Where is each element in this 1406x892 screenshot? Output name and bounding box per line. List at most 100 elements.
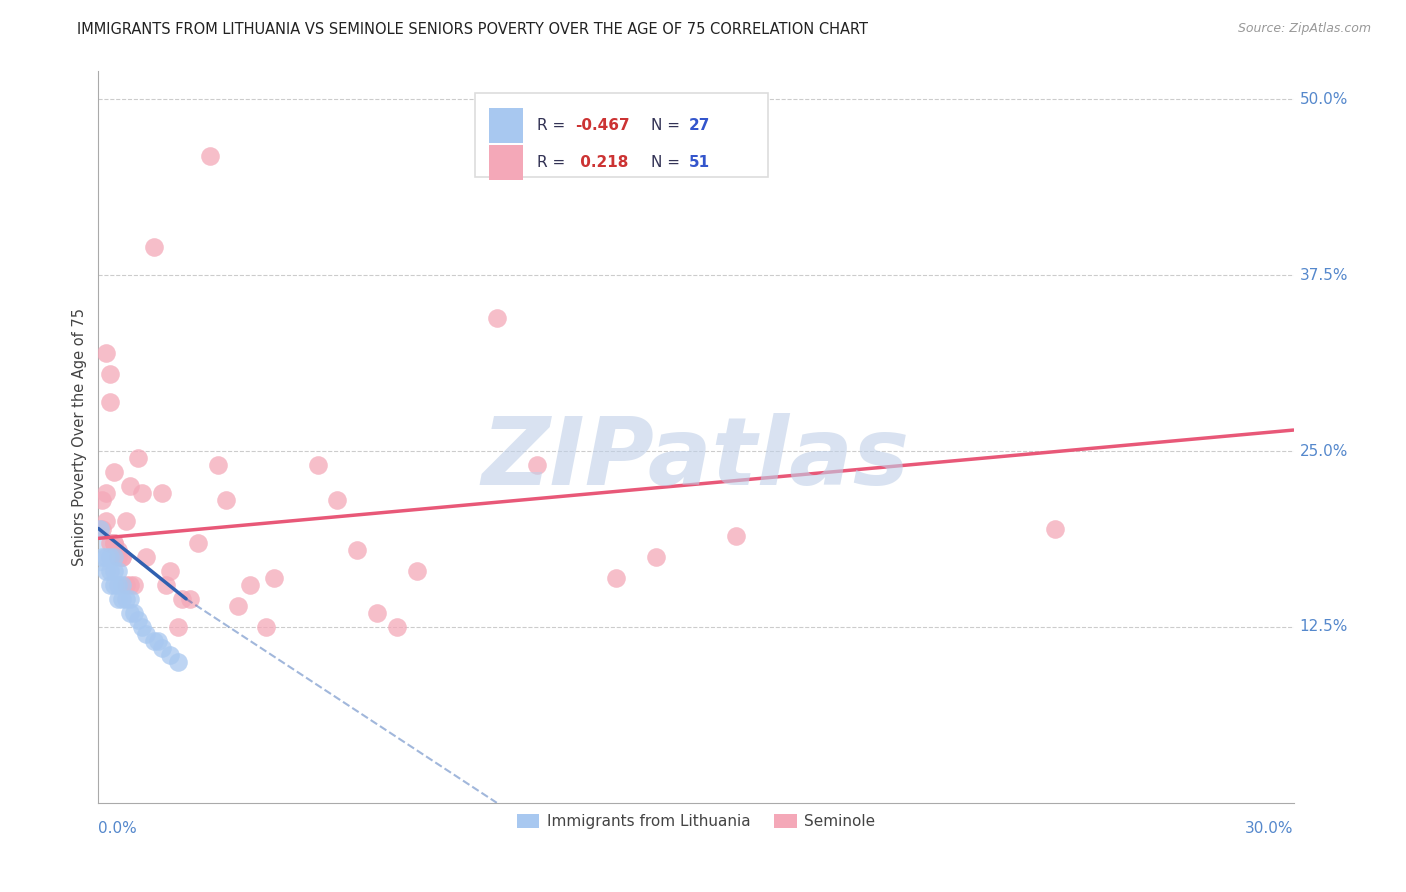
Legend: Immigrants from Lithuania, Seminole: Immigrants from Lithuania, Seminole <box>510 808 882 836</box>
Point <box>107 564 129 578</box>
Point <box>120 591 142 606</box>
Bar <box>489 145 523 180</box>
Point <box>111 591 134 606</box>
Point <box>96 345 118 359</box>
Point <box>179 591 201 606</box>
Point <box>239 578 262 592</box>
Point <box>127 451 149 466</box>
Point <box>107 591 129 606</box>
Point <box>120 606 142 620</box>
Point <box>124 606 146 620</box>
Point <box>98 395 122 409</box>
Point <box>127 613 149 627</box>
Point <box>167 620 190 634</box>
Text: 0.218: 0.218 <box>575 155 628 169</box>
Point <box>150 641 173 656</box>
Point <box>98 564 122 578</box>
Point <box>131 620 153 634</box>
Point <box>111 549 134 564</box>
Text: N =: N = <box>651 155 685 169</box>
Point <box>148 634 170 648</box>
Point <box>107 578 129 592</box>
Point <box>307 458 329 473</box>
Point <box>346 542 368 557</box>
Text: N =: N = <box>651 118 685 133</box>
Point <box>107 549 129 564</box>
Point <box>155 578 177 592</box>
Point <box>366 606 388 620</box>
Point <box>1043 521 1066 535</box>
Point <box>87 542 110 557</box>
Point <box>124 578 146 592</box>
FancyBboxPatch shape <box>475 94 768 178</box>
Point <box>91 493 114 508</box>
Text: 50.0%: 50.0% <box>1299 92 1348 107</box>
Point <box>263 571 285 585</box>
Point <box>107 542 129 557</box>
Text: R =: R = <box>537 155 571 169</box>
Point <box>96 549 118 564</box>
Point <box>135 549 157 564</box>
Point <box>98 549 122 564</box>
Text: Source: ZipAtlas.com: Source: ZipAtlas.com <box>1237 22 1371 36</box>
Text: IMMIGRANTS FROM LITHUANIA VS SEMINOLE SENIORS POVERTY OVER THE AGE OF 75 CORRELA: IMMIGRANTS FROM LITHUANIA VS SEMINOLE SE… <box>77 22 869 37</box>
Point <box>198 149 221 163</box>
Bar <box>489 108 523 143</box>
Point <box>385 620 409 634</box>
Y-axis label: Seniors Poverty Over the Age of 75: Seniors Poverty Over the Age of 75 <box>72 308 87 566</box>
Text: 25.0%: 25.0% <box>1299 443 1348 458</box>
Point <box>120 578 142 592</box>
Point <box>91 521 114 535</box>
Point <box>98 367 122 381</box>
Point <box>406 564 429 578</box>
Text: -0.467: -0.467 <box>575 118 630 133</box>
Text: ZIPatlas: ZIPatlas <box>482 413 910 505</box>
Point <box>103 535 125 549</box>
Point <box>159 648 181 662</box>
Point <box>89 521 111 535</box>
Point <box>115 515 138 529</box>
Point <box>115 578 138 592</box>
Point <box>96 564 118 578</box>
Point <box>96 515 118 529</box>
Point <box>96 486 118 500</box>
Point <box>526 458 548 473</box>
Point <box>172 591 194 606</box>
Point <box>98 578 122 592</box>
Point <box>111 549 134 564</box>
Point <box>103 535 125 549</box>
Point <box>485 310 508 325</box>
Point <box>111 578 134 592</box>
Point <box>207 458 229 473</box>
Point <box>103 578 125 592</box>
Point <box>143 634 166 648</box>
Text: 27: 27 <box>689 118 710 133</box>
Point <box>254 620 277 634</box>
Text: 37.5%: 37.5% <box>1299 268 1348 283</box>
Point <box>724 528 747 542</box>
Point <box>226 599 249 613</box>
Point <box>135 627 157 641</box>
Point <box>215 493 238 508</box>
Point <box>326 493 349 508</box>
Text: 0.0%: 0.0% <box>98 821 138 836</box>
Point <box>159 564 181 578</box>
Point <box>187 535 209 549</box>
Text: 12.5%: 12.5% <box>1299 619 1348 634</box>
Point <box>103 549 125 564</box>
Text: 30.0%: 30.0% <box>1246 821 1294 836</box>
Point <box>131 486 153 500</box>
Point <box>143 240 166 254</box>
Point <box>605 571 627 585</box>
Text: R =: R = <box>537 118 571 133</box>
Point <box>645 549 668 564</box>
Point <box>167 655 190 669</box>
Point <box>91 549 114 564</box>
Point <box>150 486 173 500</box>
Point <box>98 535 122 549</box>
Point <box>120 479 142 493</box>
Point <box>103 564 125 578</box>
Point <box>115 591 138 606</box>
Point <box>103 465 125 479</box>
Text: 51: 51 <box>689 155 710 169</box>
